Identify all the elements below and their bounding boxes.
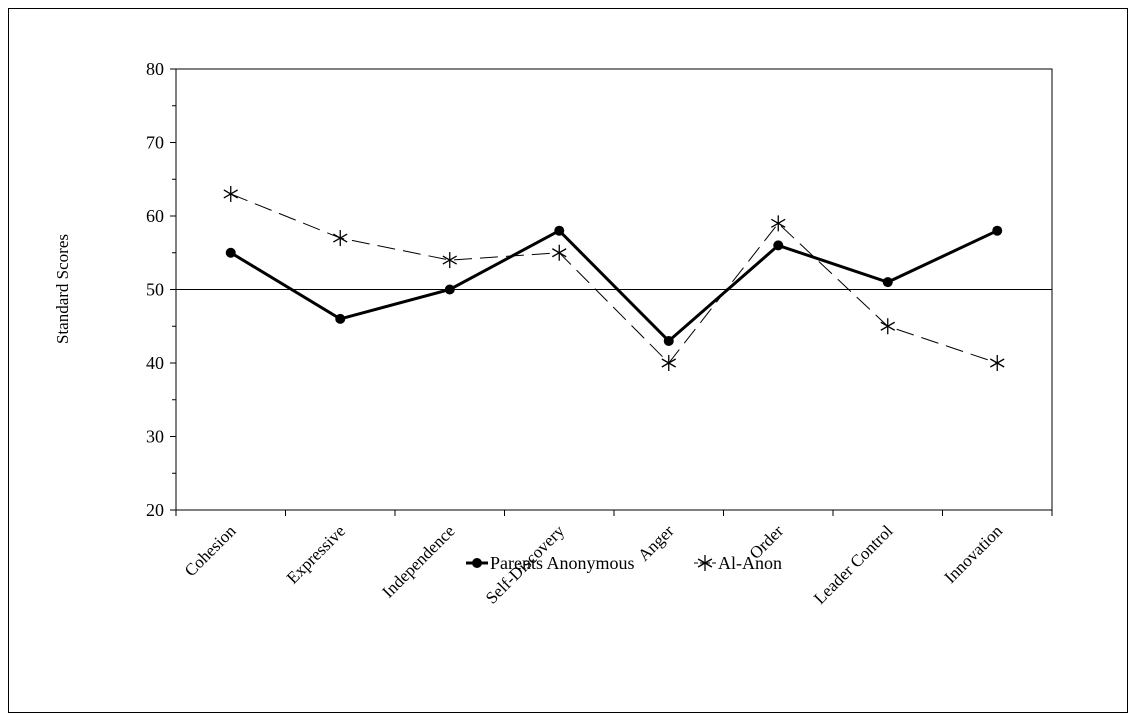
y-tick-label: 20 bbox=[146, 500, 164, 520]
y-axis: 20 30 40 50 60 70 80 bbox=[146, 59, 176, 520]
y-tick-label: 60 bbox=[146, 206, 164, 226]
data-point-circle bbox=[992, 225, 1003, 236]
data-point-asterisk bbox=[442, 252, 458, 269]
asterisk-stroke bbox=[223, 189, 239, 199]
series-line bbox=[229, 228, 998, 344]
plot-area bbox=[175, 68, 1053, 511]
data-point-circle bbox=[225, 247, 236, 258]
data-point-circle bbox=[663, 335, 674, 346]
asterisk-stroke bbox=[697, 558, 713, 568]
series-line bbox=[230, 193, 998, 364]
data-point-circle bbox=[554, 225, 565, 236]
asterisk-stroke bbox=[442, 255, 458, 265]
data-point-asterisk bbox=[880, 318, 896, 335]
legend-item: Parents Anonymous bbox=[466, 553, 635, 573]
y-axis-title: Standard Scores bbox=[53, 234, 72, 344]
data-point-asterisk bbox=[223, 185, 239, 202]
asterisk-stroke bbox=[332, 233, 348, 243]
asterisk-stroke bbox=[661, 358, 677, 368]
asterisk-stroke bbox=[880, 321, 896, 331]
data-point-circle bbox=[882, 277, 893, 288]
data-point-asterisk bbox=[661, 355, 677, 371]
asterisk-stroke bbox=[989, 358, 1005, 368]
legend-item: Al-Anon bbox=[694, 553, 782, 573]
x-category-label: Innovation bbox=[941, 521, 1007, 587]
legend-label: Al-Anon bbox=[718, 553, 782, 573]
data-point-circle bbox=[773, 240, 784, 251]
legend-label: Parents Anonymous bbox=[490, 553, 635, 573]
data-point-circle bbox=[335, 313, 346, 324]
series-al-anon bbox=[223, 185, 1005, 371]
data-point-asterisk bbox=[770, 215, 786, 232]
x-category-label: Expressive bbox=[283, 521, 349, 587]
y-tick-label: 70 bbox=[146, 133, 164, 153]
series-layer bbox=[223, 185, 1005, 371]
x-category-label: Anger bbox=[634, 521, 678, 565]
y-tick-label: 30 bbox=[146, 427, 164, 447]
asterisk-stroke bbox=[770, 218, 786, 228]
series-parents-anonymous bbox=[225, 225, 1003, 346]
legend: Parents Anonymous Al-Anon bbox=[466, 553, 782, 573]
y-tick-label: 80 bbox=[146, 59, 164, 79]
asterisk-stroke bbox=[551, 248, 567, 258]
legend-marker bbox=[697, 555, 713, 571]
x-category-label: Leader Control bbox=[810, 521, 897, 608]
y-tick-label: 40 bbox=[146, 353, 164, 373]
data-point-circle bbox=[444, 284, 455, 295]
x-category-label: Independence bbox=[378, 521, 458, 601]
legend-marker bbox=[472, 558, 482, 568]
x-category-label: Cohesion bbox=[181, 521, 240, 580]
data-point-asterisk bbox=[332, 230, 348, 247]
data-point-asterisk bbox=[989, 355, 1005, 371]
data-point-asterisk bbox=[551, 244, 567, 261]
y-tick-label: 50 bbox=[146, 280, 164, 300]
chart-frame bbox=[8, 8, 1128, 713]
